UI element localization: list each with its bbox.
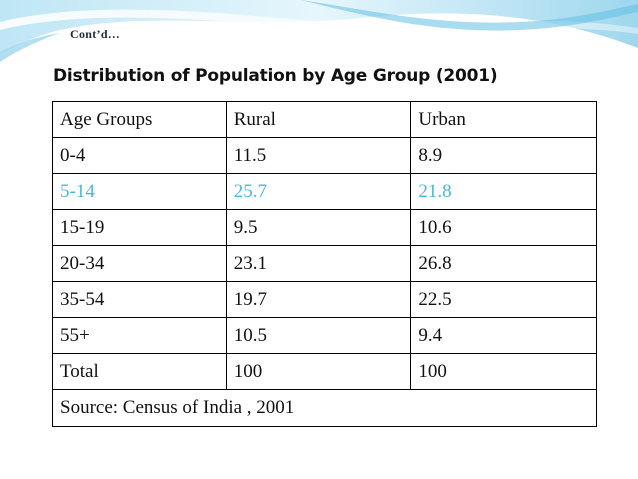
age-group-cell: 15-19 (52, 209, 227, 246)
rural-cell: 10.5 (225, 317, 412, 354)
table-header-row: Age Groups Rural Urban (52, 101, 597, 138)
urban-cell: 26.8 (410, 245, 597, 282)
urban-cell: 100 (410, 353, 597, 390)
table-row: 35-54 19.7 22.5 (52, 281, 597, 318)
slide-title: Distribution of Population by Age Group … (53, 66, 498, 86)
table-row: 0-4 11.5 8.9 (52, 137, 597, 174)
urban-cell: 9.4 (410, 317, 597, 354)
urban-cell: 22.5 (410, 281, 597, 318)
slide-subtitle: Cont’d… (70, 27, 121, 41)
age-group-cell: 55+ (52, 317, 227, 354)
table-row: 15-19 9.5 10.6 (52, 209, 597, 246)
column-header-age-groups: Age Groups (52, 101, 227, 138)
column-header-rural: Rural (225, 101, 412, 138)
rural-cell: 25.7 (225, 173, 412, 210)
rural-cell: 9.5 (225, 209, 412, 246)
rural-cell: 19.7 (225, 281, 412, 318)
table-row-total: Total 100 100 (52, 353, 597, 390)
age-group-cell: 0-4 (52, 137, 227, 174)
urban-cell: 21.8 (410, 173, 597, 210)
rural-cell: 11.5 (225, 137, 412, 174)
table-row-highlighted: 5-14 25.7 21.8 (52, 173, 597, 210)
table-row: 20-34 23.1 26.8 (52, 245, 597, 282)
table-source-row: Source: Census of India , 2001 (52, 389, 597, 427)
rural-cell: 23.1 (225, 245, 412, 282)
urban-cell: 10.6 (410, 209, 597, 246)
rural-cell: 100 (225, 353, 412, 390)
source-note: Source: Census of India , 2001 (52, 389, 597, 427)
age-group-cell: 35-54 (52, 281, 227, 318)
urban-cell: 8.9 (410, 137, 597, 174)
column-header-urban: Urban (410, 101, 597, 138)
table-row: 55+ 10.5 9.4 (52, 317, 597, 354)
population-table: Age Groups Rural Urban 0-4 11.5 8.9 5-14… (52, 101, 597, 427)
age-group-cell: 5-14 (52, 173, 227, 210)
age-group-cell: 20-34 (52, 245, 227, 282)
age-group-cell: Total (52, 353, 227, 390)
